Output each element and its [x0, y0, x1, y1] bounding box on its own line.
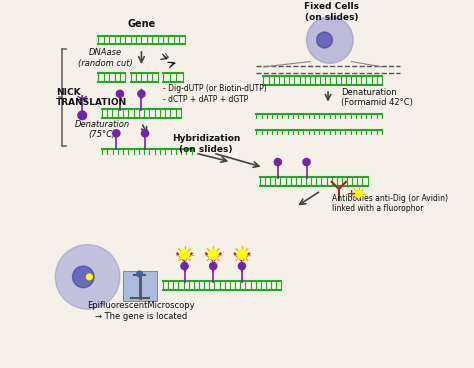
- Circle shape: [303, 159, 310, 166]
- Circle shape: [180, 250, 189, 259]
- Circle shape: [73, 266, 94, 288]
- Circle shape: [78, 111, 87, 120]
- Circle shape: [138, 90, 145, 98]
- Circle shape: [55, 245, 120, 309]
- Circle shape: [137, 271, 143, 277]
- Circle shape: [210, 262, 217, 270]
- Text: +: +: [347, 189, 356, 199]
- Circle shape: [141, 130, 149, 137]
- Text: Gene: Gene: [128, 19, 155, 29]
- Circle shape: [317, 32, 332, 48]
- Circle shape: [209, 250, 218, 259]
- Text: >: >: [168, 58, 176, 68]
- Text: DNAase
(random cut): DNAase (random cut): [78, 48, 133, 68]
- Text: NICK
TRANSLATION: NICK TRANSLATION: [56, 88, 127, 107]
- Circle shape: [116, 90, 124, 98]
- Circle shape: [238, 262, 246, 270]
- Text: Antibodies anti-Dig (or Avidin)
linked with a fluorophor: Antibodies anti-Dig (or Avidin) linked w…: [332, 194, 447, 213]
- Text: Hybridization
(on slides): Hybridization (on slides): [172, 134, 240, 154]
- Text: Denaturation
(75°C): Denaturation (75°C): [74, 120, 129, 139]
- Circle shape: [113, 130, 120, 137]
- Text: Fixed Cells
(on slides): Fixed Cells (on slides): [304, 2, 359, 22]
- FancyBboxPatch shape: [123, 271, 156, 301]
- Circle shape: [181, 262, 188, 270]
- Circle shape: [87, 274, 92, 280]
- Circle shape: [307, 17, 353, 63]
- Text: >: >: [159, 50, 170, 62]
- Text: - Dig-dUTP (or Biotin-dUTP)
- dCTP + dATP + dGTP: - Dig-dUTP (or Biotin-dUTP) - dCTP + dAT…: [163, 84, 267, 103]
- Text: EpifluorescentMicroscopy
→ The gene is located: EpifluorescentMicroscopy → The gene is l…: [88, 301, 195, 321]
- Circle shape: [355, 190, 362, 197]
- Circle shape: [274, 159, 282, 166]
- Circle shape: [237, 250, 246, 259]
- Text: Denaturation
(Formamid 42°C): Denaturation (Formamid 42°C): [341, 88, 412, 107]
